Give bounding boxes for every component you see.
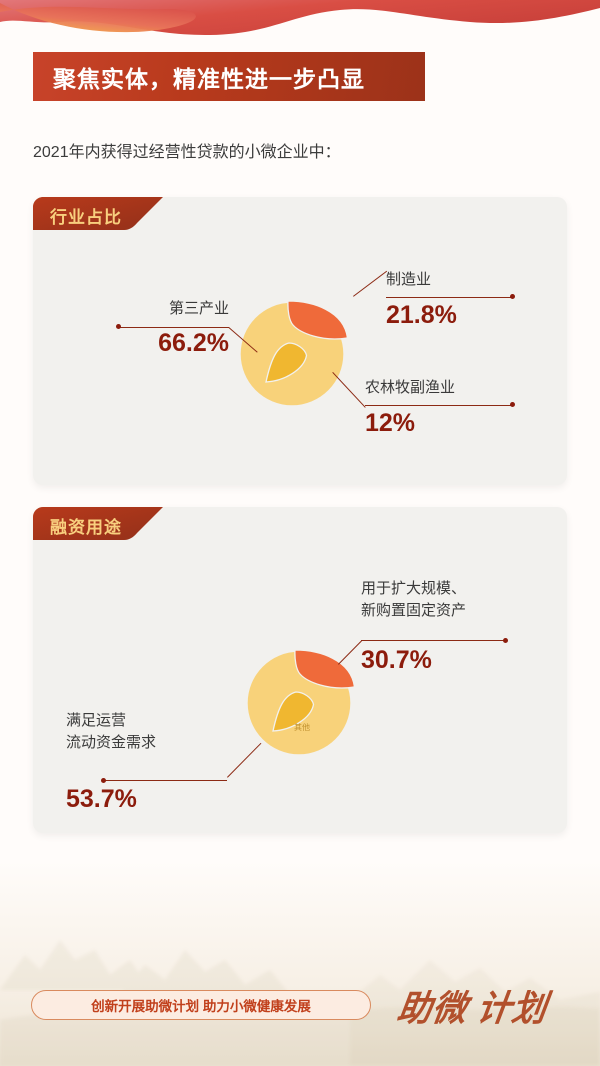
svg-text:其他: 其他 [294, 722, 310, 732]
